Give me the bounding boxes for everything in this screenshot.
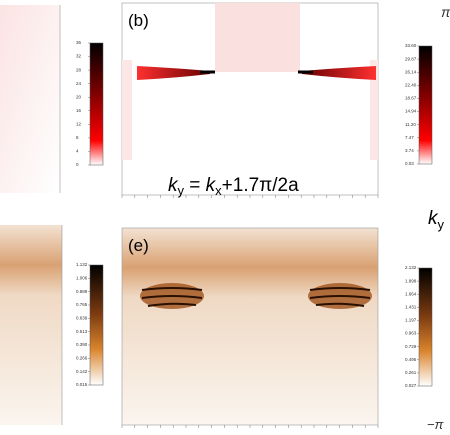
colorbar-tick-label: 18.67: [405, 96, 417, 101]
colorbar-tick-label: 16: [76, 108, 82, 113]
colorbar-tick-label: 1.132: [76, 262, 88, 267]
colorbar-tick-label: 0.266: [76, 356, 88, 361]
eq-part: k: [168, 175, 179, 196]
axis-label-main: k: [428, 208, 439, 229]
colorbar-tick-label: 0.765: [76, 302, 88, 307]
band: [137, 66, 210, 80]
colorbar-tick-label: 33.60: [405, 43, 417, 48]
colorbar-tick-label: 11.20: [405, 122, 416, 127]
panel-b: (b) ky = kx+1.7π/2a: [121, 2, 379, 198]
colorbar-tick-label: 0.639: [76, 316, 88, 321]
colorbar-tick-label: 8: [76, 135, 79, 140]
colorbar-tick-label: 22.40: [405, 83, 417, 88]
colorbar: [89, 264, 104, 386]
colorbar-tick-label: 26.14: [405, 69, 417, 74]
band-core: [298, 70, 313, 74]
eq-part: +1.7π/2a: [222, 175, 299, 196]
axis-label-sub: y: [438, 217, 445, 232]
colorbar-tick-label: 1.664: [405, 291, 417, 296]
colorbar-tick-label: 20: [76, 94, 82, 99]
colorbar-tick-label: 1.898: [405, 278, 417, 283]
colorbar-tick-label: 0: [76, 162, 79, 167]
colorbar-tick-label: 0.889: [76, 289, 88, 294]
colorbar-tick-label: 36: [76, 40, 82, 45]
colorbar-tick-label: 7.47: [405, 135, 414, 140]
axis-label: ky: [428, 208, 445, 232]
colorbar-tick-label: 28: [76, 67, 82, 72]
colorbar: [418, 45, 433, 165]
colorbar-tick-label: 1.006: [76, 276, 88, 281]
colorbar-tick-label: 0.027: [405, 383, 417, 388]
panel-label: (e): [128, 236, 149, 255]
panel-label: (b): [128, 11, 149, 30]
heatmap-d: [0, 225, 62, 425]
colorbar-tick-label: 29.87: [405, 56, 417, 61]
colorbar-tick-label: 1.431: [405, 305, 417, 310]
equation: ky = kx+1.7π/2a: [168, 175, 299, 198]
colorbar-tick-label: 1.197: [405, 318, 417, 323]
band-core: [309, 287, 371, 307]
colorbar-tick-label: 0.729: [405, 344, 417, 349]
colorbar-tick-label: 0.513: [76, 329, 88, 334]
colorbar-tick-label: 0.495: [405, 357, 417, 362]
band: [302, 66, 376, 80]
colorbar-tick-label: 0.015: [76, 382, 88, 387]
frame: [121, 227, 379, 426]
colorbar-tick-label: 12: [76, 122, 82, 127]
colorbar-tick-label: 4: [76, 149, 79, 154]
axis-limit: −π: [427, 417, 444, 432]
heatmap-a: [0, 5, 60, 193]
colorbar-tick-label: 0.142: [76, 369, 88, 374]
colorbar-tick-label: 0.03: [405, 161, 414, 166]
colorbar-tick-label: 0.390: [76, 342, 88, 347]
colorbar-tick-label: 24: [76, 81, 82, 86]
heatmap-region: [215, 3, 300, 72]
heatmap-region: [370, 60, 378, 160]
colorbar-tick-label: 32: [76, 54, 82, 59]
panel-e: (e): [121, 227, 379, 426]
heatmap-region: [122, 60, 132, 160]
eq-part: k: [206, 175, 217, 196]
colorbar-tick-label: 0.261: [405, 370, 417, 375]
band-core: [200, 70, 215, 74]
band-core: [141, 287, 203, 307]
axis-limit: π: [441, 4, 450, 20]
colorbar-tick-label: 3.74: [405, 148, 414, 153]
eq-part: y: [178, 183, 185, 198]
colorbar: [418, 267, 433, 387]
eq-part: =: [184, 175, 206, 196]
colorbar-tick-label: 2.132: [405, 265, 417, 270]
colorbar-tick-label: 14.94: [405, 109, 417, 114]
eq-part: x: [215, 183, 222, 198]
colorbar-tick-label: 0.963: [405, 331, 417, 336]
colorbar: [89, 42, 104, 166]
